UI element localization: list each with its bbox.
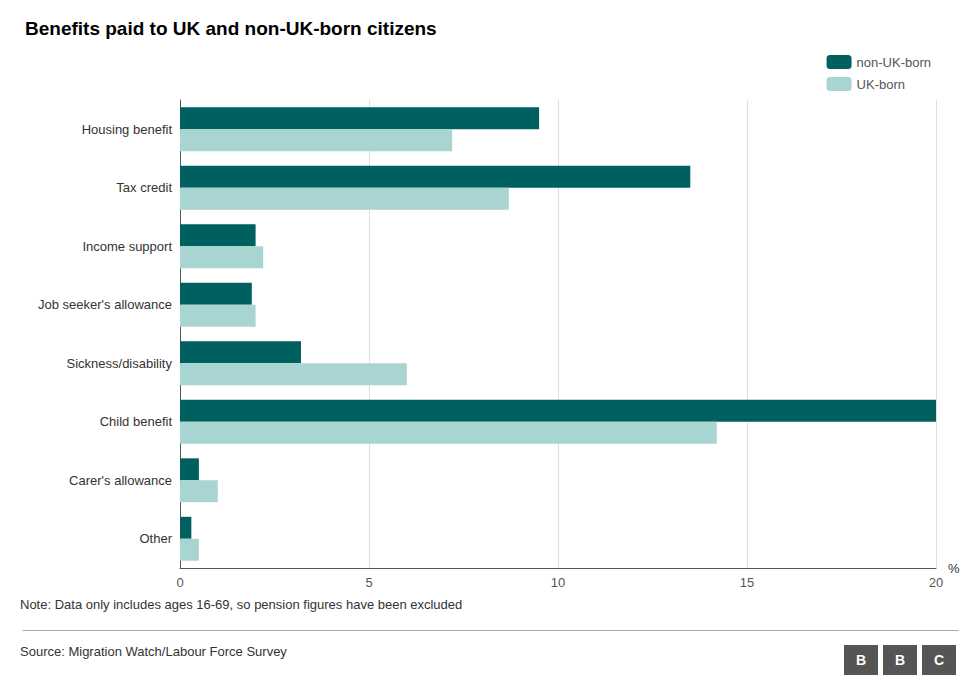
svg-text:Income support: Income support [82, 239, 172, 254]
svg-text:0: 0 [176, 575, 183, 590]
svg-text:C: C [934, 652, 944, 668]
svg-text:10: 10 [551, 575, 565, 590]
svg-text:Benefits paid to UK and non-UK: Benefits paid to UK and non-UK-born citi… [25, 18, 437, 39]
svg-text:Note: Data only includes ages: Note: Data only includes ages 16-69, so … [20, 597, 462, 612]
svg-text:B: B [856, 652, 866, 668]
svg-text:Source: Migration Watch/Labour: Source: Migration Watch/Labour Force Sur… [20, 644, 287, 659]
svg-text:Sickness/disability: Sickness/disability [67, 356, 173, 371]
svg-text:Child benefit: Child benefit [100, 414, 173, 429]
svg-text:non-UK-born: non-UK-born [857, 55, 931, 70]
svg-text:20: 20 [929, 575, 943, 590]
svg-text:%: % [948, 561, 960, 576]
svg-text:B: B [895, 652, 905, 668]
svg-text:5: 5 [365, 575, 372, 590]
svg-text:Tax credit: Tax credit [116, 180, 172, 195]
svg-text:Job seeker's allowance: Job seeker's allowance [38, 297, 172, 312]
svg-text:UK-born: UK-born [857, 77, 905, 92]
svg-text:Housing benefit: Housing benefit [82, 122, 173, 137]
svg-text:15: 15 [740, 575, 754, 590]
svg-text:Carer's allowance: Carer's allowance [69, 473, 172, 488]
svg-text:Other: Other [139, 531, 172, 546]
